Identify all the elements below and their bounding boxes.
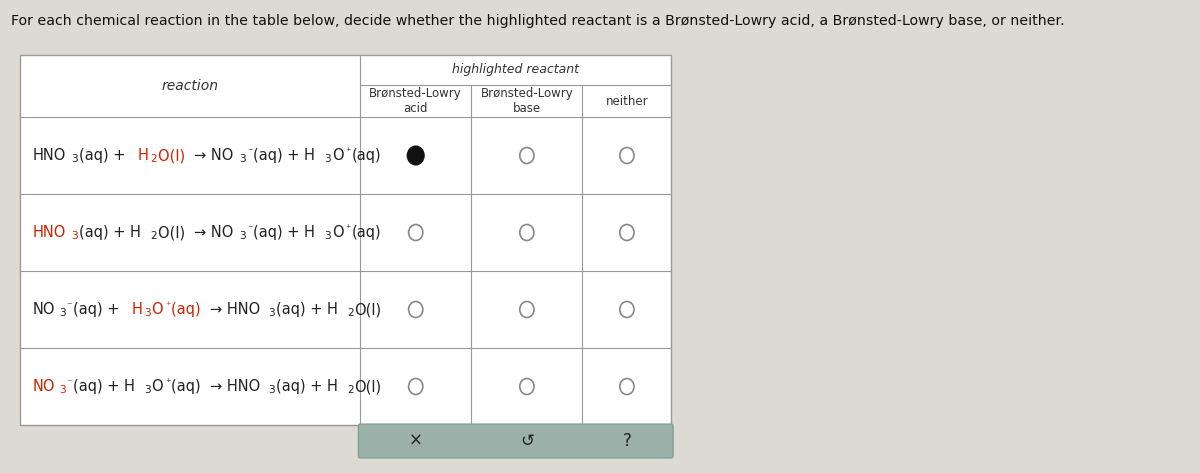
Text: NO: NO (32, 302, 55, 317)
Text: 2: 2 (347, 308, 354, 318)
Text: 3: 3 (239, 231, 246, 241)
Text: 3: 3 (59, 385, 66, 395)
Text: neither: neither (606, 95, 648, 107)
Text: For each chemical reaction in the table below, decide whether the highlighted re: For each chemical reaction in the table … (11, 14, 1064, 28)
Text: 3: 3 (71, 154, 78, 164)
Text: (aq) + H: (aq) + H (73, 379, 134, 394)
Text: 3: 3 (71, 231, 78, 241)
Text: 3: 3 (239, 154, 246, 164)
Text: 2: 2 (150, 231, 156, 241)
Text: Brønsted-Lowry
base: Brønsted-Lowry base (480, 87, 574, 115)
Text: ⁺: ⁺ (164, 378, 170, 388)
Text: NO: NO (32, 379, 55, 394)
Text: O(l): O(l) (354, 379, 382, 394)
Text: (aq) + H: (aq) + H (79, 225, 140, 240)
Text: (aq) + H: (aq) + H (253, 148, 316, 163)
Text: ⁺: ⁺ (164, 301, 170, 311)
Text: ↺: ↺ (520, 432, 534, 450)
Text: ⁺: ⁺ (346, 147, 350, 157)
Text: (aq) + H: (aq) + H (276, 379, 337, 394)
Text: O: O (332, 225, 343, 240)
Text: ⁺: ⁺ (346, 224, 350, 234)
Text: 3: 3 (268, 308, 275, 318)
Text: O: O (151, 302, 163, 317)
Text: H: H (131, 302, 142, 317)
Circle shape (412, 151, 419, 159)
Text: → NO: → NO (194, 148, 233, 163)
Text: Brønsted-Lowry
acid: Brønsted-Lowry acid (370, 87, 462, 115)
Text: (aq) +: (aq) + (73, 302, 124, 317)
Text: 3: 3 (59, 308, 66, 318)
Text: ?: ? (623, 432, 631, 450)
Text: O(l): O(l) (157, 148, 190, 163)
Text: (aq): (aq) (352, 148, 382, 163)
Text: 2: 2 (150, 154, 156, 164)
Text: 3: 3 (324, 231, 331, 241)
Text: (aq): (aq) (172, 379, 205, 394)
Text: 3: 3 (144, 308, 150, 318)
Text: HNO: HNO (32, 225, 66, 240)
Text: (aq) + H: (aq) + H (253, 225, 316, 240)
Text: reaction: reaction (161, 79, 218, 93)
Text: (aq): (aq) (352, 225, 382, 240)
Text: highlighted reactant: highlighted reactant (452, 63, 580, 77)
Text: → HNO: → HNO (210, 302, 260, 317)
Text: 3: 3 (268, 385, 275, 395)
Text: O: O (151, 379, 163, 394)
Text: 3: 3 (324, 154, 331, 164)
Text: → HNO: → HNO (210, 379, 260, 394)
Text: ×: × (409, 432, 422, 450)
Text: HNO: HNO (32, 148, 66, 163)
Text: O(l): O(l) (354, 302, 382, 317)
Text: ⁻: ⁻ (247, 224, 252, 234)
Text: ⁻: ⁻ (66, 301, 72, 311)
FancyBboxPatch shape (19, 55, 671, 425)
Text: ⁻: ⁻ (66, 378, 72, 388)
FancyBboxPatch shape (359, 424, 673, 458)
Circle shape (408, 147, 424, 165)
Text: (aq) +: (aq) + (79, 148, 130, 163)
Text: (aq) + H: (aq) + H (276, 302, 337, 317)
Text: 2: 2 (347, 385, 354, 395)
Text: O(l): O(l) (157, 225, 190, 240)
Text: O: O (332, 148, 343, 163)
Text: (aq): (aq) (172, 302, 205, 317)
Text: H: H (138, 148, 149, 163)
Text: → NO: → NO (194, 225, 233, 240)
Text: 3: 3 (144, 385, 150, 395)
Text: ⁻: ⁻ (247, 147, 252, 157)
